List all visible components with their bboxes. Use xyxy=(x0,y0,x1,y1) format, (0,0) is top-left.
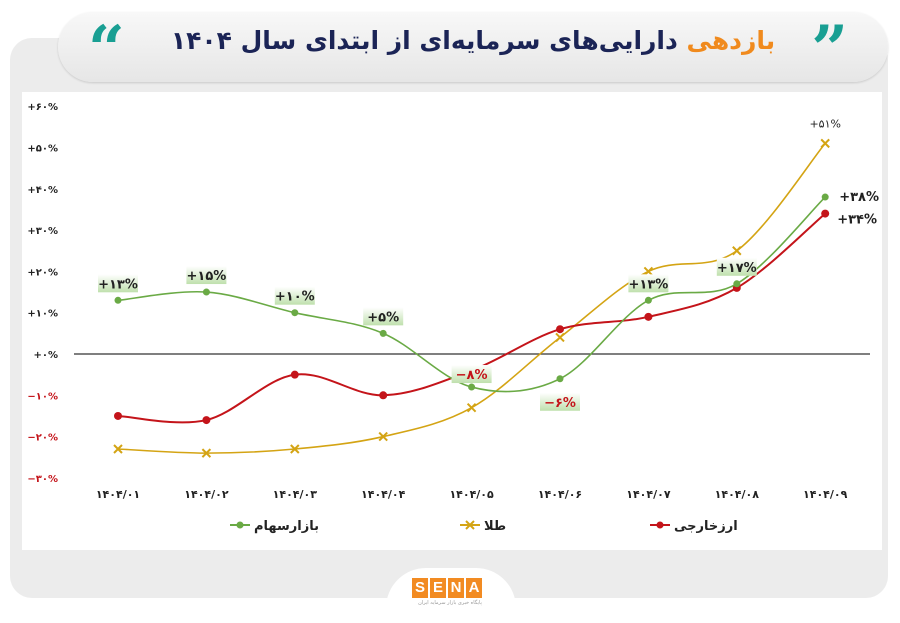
data-point xyxy=(379,329,387,337)
data-point xyxy=(202,288,210,296)
data-point xyxy=(821,209,830,218)
data-label-box xyxy=(186,266,227,285)
logo-letter: S xyxy=(412,578,428,598)
data-label-box xyxy=(451,365,492,384)
data-point xyxy=(291,309,299,317)
data-label-box xyxy=(716,257,757,276)
data-label: +۱۳% xyxy=(629,277,669,292)
y-tick-label: +۰% xyxy=(33,350,58,361)
x-tick-label: ۱۴۰۴/۰۷ xyxy=(626,488,671,501)
title-text: دارایی‌های سرمایه‌ای از ابتدای سال ۱۴۰۴ xyxy=(170,26,678,55)
y-tick-label: −۲۰% xyxy=(27,433,58,444)
data-label: +۳۴% xyxy=(837,213,877,228)
data-label: +۱۰% xyxy=(275,290,315,305)
data-point xyxy=(821,193,829,201)
data-label: −۶% xyxy=(544,396,576,411)
legend-marker xyxy=(465,520,475,530)
title-bar: “ ” بازدهی دارایی‌های سرمایه‌ای از ابتدا… xyxy=(58,12,888,82)
legend-marker xyxy=(236,521,244,529)
data-point xyxy=(379,391,388,400)
series-line xyxy=(117,212,826,424)
data-point-x xyxy=(113,444,123,454)
y-tick-label: +۵۰% xyxy=(27,144,58,155)
data-point xyxy=(290,370,299,379)
data-point-x xyxy=(555,332,565,343)
logo-letter: N xyxy=(448,578,464,598)
x-tick-label: ۱۴۰۴/۰۲ xyxy=(184,488,229,501)
data-point-x xyxy=(820,138,830,149)
data-point xyxy=(556,325,564,334)
sena-logo: S E N A xyxy=(412,578,482,598)
data-label-box xyxy=(628,274,669,293)
y-tick-label: −۱۰% xyxy=(27,391,58,402)
data-point-x xyxy=(378,431,388,442)
y-tick-label: +۳۰% xyxy=(27,226,58,237)
y-tick-label: +۴۰% xyxy=(27,185,58,196)
x-tick-label: ۱۴۰۴/۰۴ xyxy=(361,488,406,501)
title-highlight: بازدهی xyxy=(686,26,776,55)
x-tick-label: ۱۴۰۴/۰۸ xyxy=(715,488,760,501)
data-label: +۵۱% xyxy=(809,117,841,130)
legend-label: طلا xyxy=(484,519,506,534)
legend-label: بازارسهام xyxy=(254,519,319,534)
logo-letter: A xyxy=(466,578,482,598)
data-point-x xyxy=(466,402,477,413)
y-tick-label: +۲۰% xyxy=(27,267,58,278)
x-tick-label: ۱۴۰۴/۰۹ xyxy=(803,488,848,501)
logo-tagline: پایگاه خبری بازار سرمایه ایران xyxy=(418,600,482,606)
series-line xyxy=(117,196,826,393)
data-label-box xyxy=(540,392,580,411)
legend-label: ارزخارجی xyxy=(674,519,738,534)
line-chart: +۶۰% +۵۰% +۴۰% +۳۰% +۲۰% +۱۰% +۰% −۱۰% −۲۰% −۳۰% ۱… xyxy=(27,102,879,534)
data-point xyxy=(733,280,741,288)
quote-close-icon: ” xyxy=(811,12,848,87)
data-label: +۱۵% xyxy=(187,269,227,284)
x-tick-label: ۱۴۰۴/۰۳ xyxy=(273,488,318,501)
data-point-x xyxy=(201,448,212,458)
data-point xyxy=(114,296,122,304)
data-label-box xyxy=(363,307,404,326)
data-label-box xyxy=(274,286,315,305)
data-point-x xyxy=(732,246,742,256)
x-tick-label: ۱۴۰۴/۰۱ xyxy=(96,488,140,501)
data-point xyxy=(644,312,653,321)
x-tick-label: ۱۴۰۴/۰۵ xyxy=(449,488,494,501)
chart-title: بازدهی دارایی‌های سرمایه‌ای از ابتدای سا… xyxy=(58,26,888,55)
data-point xyxy=(114,411,122,420)
data-point xyxy=(202,416,211,425)
y-tick-label: +۶۰% xyxy=(27,102,58,113)
y-tick-label: −۳۰% xyxy=(27,474,58,485)
data-point-x xyxy=(290,444,300,454)
legend-marker xyxy=(656,521,664,529)
data-label: −۸% xyxy=(456,368,488,383)
data-point xyxy=(644,296,652,304)
data-label-box xyxy=(98,274,138,293)
data-label: +۱۳% xyxy=(98,277,138,292)
quote-open-icon: “ xyxy=(88,12,125,87)
data-point xyxy=(468,383,476,391)
data-label: +۳۸% xyxy=(839,190,879,205)
y-tick-label: +۱۰% xyxy=(27,309,58,320)
x-tick-label: ۱۴۰۴/۰۶ xyxy=(538,488,582,501)
data-label: +۵% xyxy=(367,310,399,325)
logo-letter: E xyxy=(430,578,446,598)
data-point xyxy=(556,375,564,383)
data-label: +۱۷% xyxy=(717,261,757,276)
data-point-x xyxy=(643,266,654,277)
chart-area: +۶۰% +۵۰% +۴۰% +۳۰% +۲۰% +۱۰% +۰% −۱۰% −۲۰% −۳۰% ۱… xyxy=(22,92,882,550)
